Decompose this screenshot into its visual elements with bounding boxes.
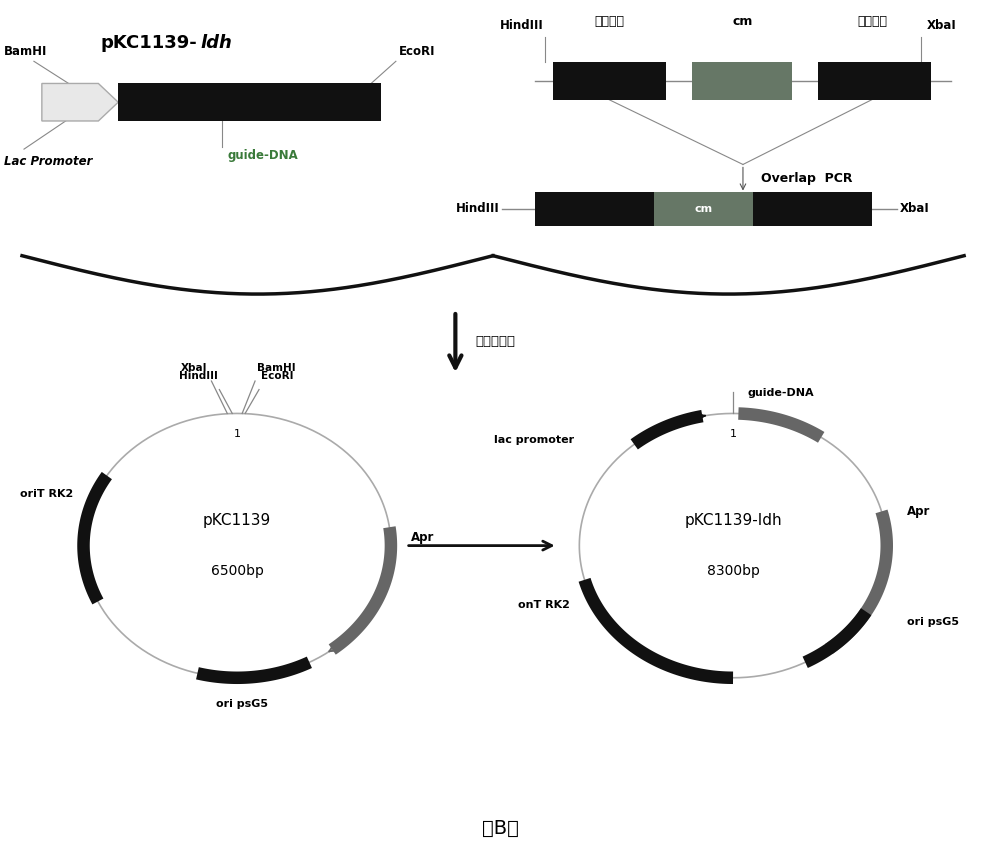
- Bar: [692, 62, 792, 100]
- Text: pKC1139: pKC1139: [203, 512, 271, 528]
- Text: cm: cm: [694, 204, 712, 214]
- Text: guide-DNA: guide-DNA: [227, 149, 298, 162]
- Text: HindIII: HindIII: [178, 371, 217, 381]
- Bar: [753, 192, 872, 226]
- Text: EcoRI: EcoRI: [261, 371, 294, 381]
- Text: BamHI: BamHI: [4, 45, 48, 58]
- Text: Apr: Apr: [907, 505, 930, 518]
- Text: 1: 1: [730, 429, 737, 439]
- Bar: [818, 62, 931, 100]
- Bar: [535, 192, 654, 226]
- Text: ori psG5: ori psG5: [907, 617, 959, 628]
- Text: Overlap  PCR: Overlap PCR: [761, 171, 852, 184]
- Text: ldh: ldh: [201, 34, 232, 52]
- Text: Apr: Apr: [411, 530, 434, 543]
- Text: pKC1139-Idh: pKC1139-Idh: [684, 512, 782, 528]
- Text: ori psG5: ori psG5: [216, 699, 268, 709]
- Text: （B）: （B）: [482, 819, 518, 838]
- Text: cm: cm: [733, 15, 753, 28]
- Text: 上下同源臂: 上下同源臂: [475, 335, 515, 349]
- Text: XbaI: XbaI: [926, 19, 956, 33]
- Text: onT RK2: onT RK2: [518, 600, 569, 610]
- Text: 上同源臂: 上同源臂: [594, 15, 624, 28]
- Text: 1: 1: [234, 429, 241, 439]
- Text: 下同源臂: 下同源臂: [857, 15, 887, 28]
- Text: BamHI: BamHI: [257, 362, 296, 373]
- Text: lac promoter: lac promoter: [494, 435, 574, 445]
- Text: EcoRI: EcoRI: [399, 45, 435, 58]
- Polygon shape: [42, 84, 118, 121]
- Text: 6500bp: 6500bp: [211, 564, 264, 579]
- Bar: [654, 192, 753, 226]
- Bar: [553, 62, 666, 100]
- Text: oriT RK2: oriT RK2: [20, 489, 74, 499]
- Text: HindIII: HindIII: [500, 19, 544, 33]
- Text: HindIII: HindIII: [456, 202, 500, 215]
- Text: pKC1139-: pKC1139-: [101, 34, 198, 52]
- Text: XbaI: XbaI: [900, 202, 929, 215]
- Text: guide-DNA: guide-DNA: [748, 388, 815, 398]
- Text: Lac Promoter: Lac Promoter: [4, 155, 93, 168]
- Text: XbaI: XbaI: [181, 362, 207, 373]
- Text: 8300bp: 8300bp: [707, 564, 759, 579]
- Bar: [118, 84, 381, 121]
